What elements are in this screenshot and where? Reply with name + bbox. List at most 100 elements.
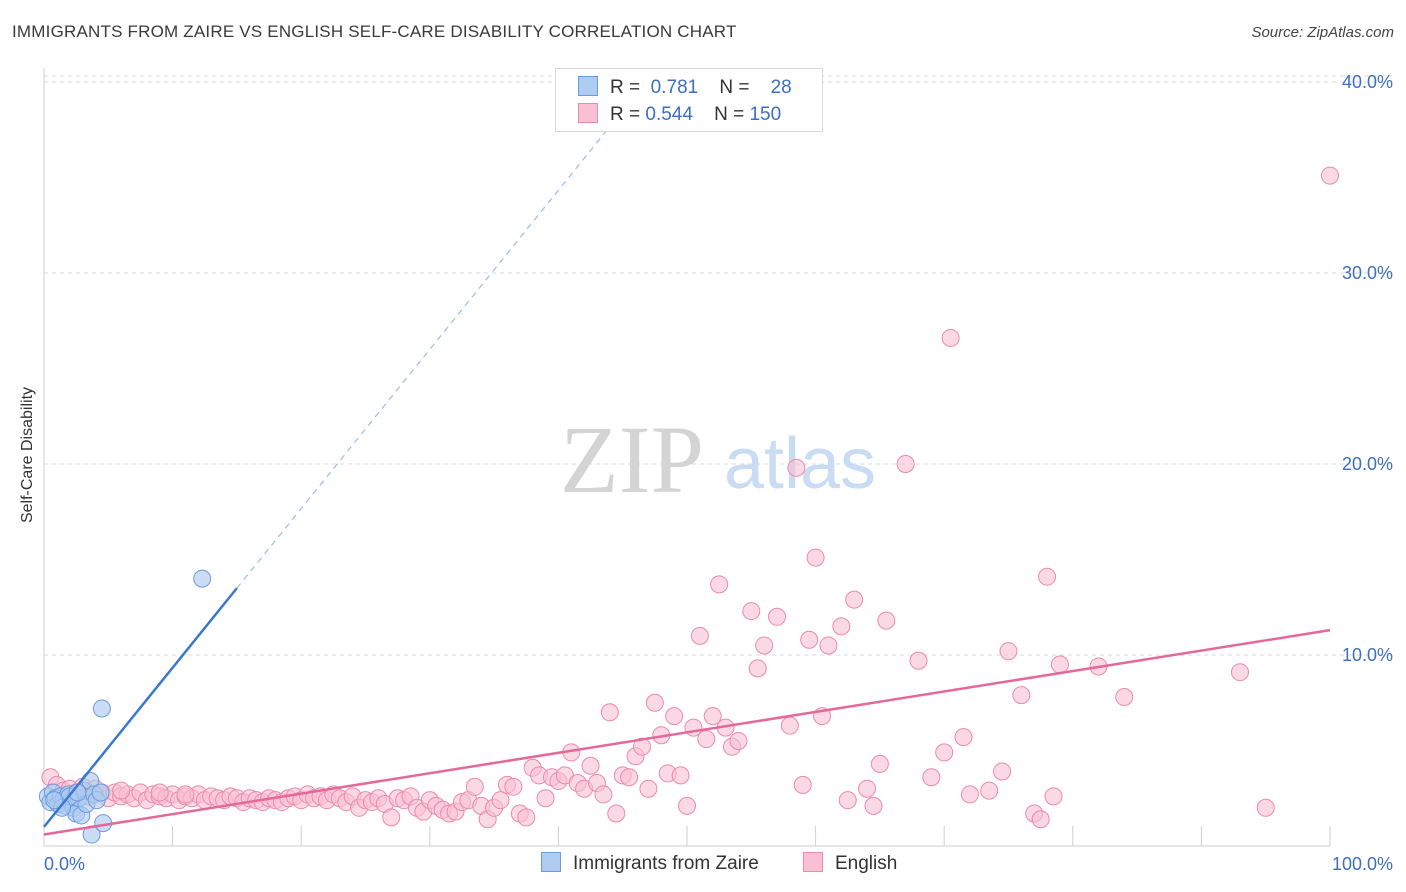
english-point: [1038, 567, 1057, 586]
legend-swatch-blue: [578, 76, 598, 96]
english-point: [999, 642, 1018, 661]
zaire-point: [91, 783, 110, 802]
legend-row-english: R = 0.544 N = 150: [578, 103, 781, 126]
english-point: [941, 328, 960, 347]
english-point: [819, 636, 838, 655]
english-point: [755, 636, 774, 655]
english-point: [517, 808, 536, 827]
bottom-legend-swatch-pink: [803, 852, 823, 872]
english-points: [41, 166, 1339, 829]
english-point: [594, 785, 613, 804]
english-point: [176, 785, 195, 804]
english-point: [112, 781, 131, 800]
bottom-legend-english: English: [803, 852, 897, 875]
zaire-point: [45, 791, 64, 810]
legend-swatch-pink: [578, 103, 598, 123]
x-tick-label: 0.0%: [44, 854, 85, 874]
legend-n-label: N =: [719, 77, 750, 98]
english-point: [1044, 787, 1063, 806]
english-point: [665, 707, 684, 726]
english-point: [1012, 686, 1031, 705]
english-point: [806, 548, 825, 567]
legend-row-zaire: R = 0.781 N = 28: [578, 76, 792, 99]
zaire-point: [92, 699, 111, 718]
english-point: [491, 791, 510, 810]
english-point: [922, 768, 941, 787]
gridlines: [44, 75, 1392, 656]
source-label: Source: ZipAtlas.com: [1251, 24, 1394, 41]
zaire-trend-line: [43, 587, 238, 828]
english-point: [690, 626, 709, 645]
axes: [43, 68, 1331, 847]
english-point: [870, 754, 889, 773]
english-point: [536, 789, 555, 808]
english-point: [632, 737, 651, 756]
english-point: [845, 590, 864, 609]
y-tick-label: 40.0%: [1342, 72, 1393, 92]
english-point: [1031, 810, 1050, 829]
y-tick-label: 20.0%: [1342, 454, 1393, 474]
bottom-legend-zaire: Immigrants from Zaire: [541, 852, 759, 875]
english-point: [793, 775, 812, 794]
legend-r-value: 0.781: [650, 77, 699, 98]
english-point: [838, 791, 857, 810]
bottom-legend-label: English: [835, 853, 898, 874]
english-point: [1321, 166, 1339, 185]
english-point: [858, 779, 877, 798]
legend-n-value: 28: [770, 77, 792, 98]
stats-legend: R = 0.781 N = 28 R = 0.544 N = 150: [555, 68, 823, 132]
english-point: [1230, 663, 1249, 682]
english-point: [748, 659, 767, 678]
english-point: [1115, 688, 1134, 707]
english-point: [729, 731, 748, 750]
english-point: [960, 785, 979, 804]
watermark: ZIP atlas: [560, 406, 876, 513]
english-point: [465, 777, 484, 796]
x-tick-label: 100.0%: [1332, 854, 1393, 874]
english-point: [504, 777, 523, 796]
english-point: [1050, 655, 1069, 674]
english-point: [645, 693, 664, 712]
english-point: [710, 575, 729, 594]
english-point: [150, 783, 169, 802]
bottom-legend-swatch-blue: [541, 852, 561, 872]
english-point: [581, 756, 600, 775]
english-point: [607, 804, 626, 823]
zaire-point: [193, 569, 212, 588]
y-tick-label: 10.0%: [1342, 645, 1393, 665]
english-point: [600, 703, 619, 722]
y-tick-label: 30.0%: [1342, 263, 1393, 283]
tick-labels: 10.0% 20.0% 30.0% 40.0% 0.0% 100.0%: [44, 72, 1393, 874]
english-point: [935, 743, 954, 762]
legend-r-label: R =: [610, 104, 641, 125]
english-point: [954, 728, 973, 747]
watermark-zip: ZIP: [560, 406, 704, 513]
trend-lines: [43, 118, 1331, 836]
english-point: [980, 781, 999, 800]
english-point: [896, 455, 915, 473]
english-point: [1256, 798, 1275, 817]
english-trend-line: [43, 628, 1331, 836]
english-point: [768, 607, 787, 626]
english-point: [742, 602, 761, 621]
english-point: [697, 730, 716, 749]
english-point: [864, 796, 883, 815]
english-point: [787, 458, 806, 477]
english-point: [909, 651, 928, 670]
english-point: [620, 768, 639, 787]
english-point: [993, 762, 1012, 781]
legend-r-label: R =: [610, 77, 641, 98]
english-point: [703, 707, 722, 726]
english-point: [877, 611, 896, 630]
english-point: [832, 617, 851, 636]
english-point: [639, 779, 658, 798]
chart-title: IMMIGRANTS FROM ZAIRE VS ENGLISH SELF-CA…: [12, 22, 737, 41]
legend-r-value: 0.544: [645, 104, 693, 125]
english-point: [780, 716, 799, 735]
bottom-legend-label: Immigrants from Zaire: [573, 853, 759, 874]
english-point: [382, 808, 401, 827]
english-point: [678, 796, 696, 815]
legend-n-label: N =: [714, 104, 745, 125]
english-point: [671, 766, 690, 785]
